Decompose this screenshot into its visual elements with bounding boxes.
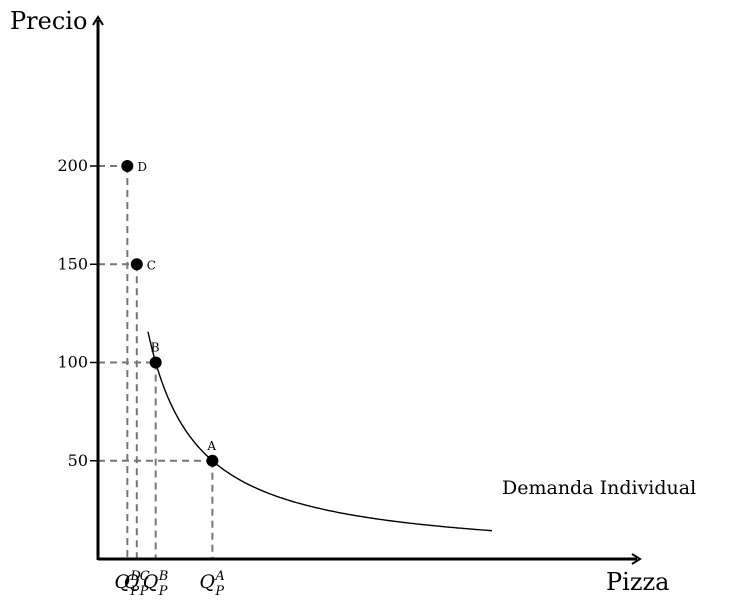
point-label: A: [206, 439, 216, 453]
demand-curve: [147, 331, 493, 532]
quantity-label-sup: A: [214, 569, 224, 584]
quantity-label-main: Q: [143, 571, 159, 593]
quantity-label-sub: P: [139, 584, 149, 599]
quantity-label-sub: P: [129, 584, 139, 599]
quantity-label-sup: D: [129, 569, 141, 584]
quantity-label-main: Q: [124, 571, 140, 593]
point-c: [130, 258, 143, 271]
series-label: Demanda Individual: [502, 477, 696, 499]
quantity-label-sub: P: [214, 584, 224, 599]
point-label: C: [147, 258, 156, 272]
quantity-label-main: Q: [199, 571, 215, 593]
y-tick-label: 200: [57, 156, 88, 175]
point-label: D: [137, 160, 147, 174]
x-axis-title: Pizza: [606, 568, 669, 596]
y-axis-title: Precio: [10, 7, 87, 35]
x-quantity-labels: Q DPQ CPQ BP Q AP: [114, 569, 224, 599]
point-a: [206, 454, 219, 467]
quantity-label-sup: B: [158, 569, 169, 584]
y-ticks: 50 100 150 200: [57, 156, 98, 470]
quantity-label-main: Q: [114, 571, 130, 593]
point-d: [121, 160, 134, 172]
point-label: B: [151, 341, 160, 355]
y-tick-label: 100: [57, 353, 88, 372]
quantity-label-sub: P: [158, 584, 168, 599]
data-points: D C B A: [121, 160, 219, 467]
guide-lines: [98, 165, 214, 559]
y-tick-label: 50: [68, 451, 88, 470]
quantity-label-sup: C: [140, 569, 150, 584]
point-b: [149, 356, 162, 369]
y-tick-label: 150: [57, 254, 88, 273]
